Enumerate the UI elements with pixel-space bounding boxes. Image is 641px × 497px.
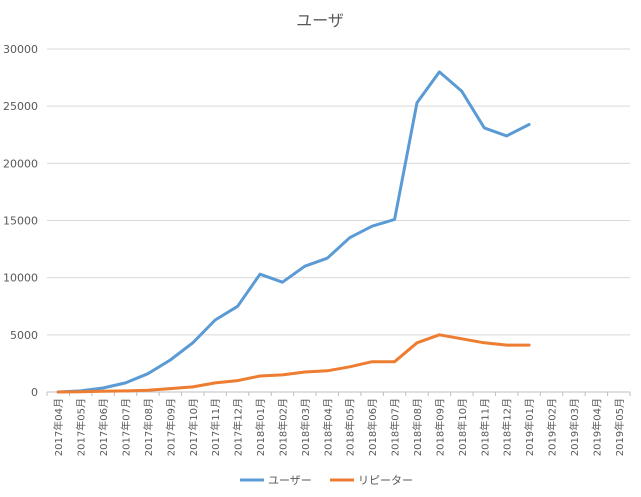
series-lines (56, 70, 531, 394)
y-tick-label: 25000 (3, 100, 38, 113)
x-tick-label: 2018年06月 (366, 398, 379, 456)
gridlines (47, 48, 630, 393)
legend-label: ユーザー (268, 474, 312, 487)
y-tick-label: 30000 (3, 43, 38, 56)
x-tick-label: 2017年07月 (119, 398, 132, 456)
x-tick-label: 2018年12月 (501, 398, 514, 456)
series-line-0 (56, 70, 531, 394)
y-axis-ticks: 0 5000 10000 15000 20000 25000 30000 (3, 43, 38, 399)
x-tick-label: 2017年12月 (232, 398, 245, 456)
x-tick-label: 2017年05月 (75, 398, 88, 456)
x-tick-label: 2019年03月 (568, 398, 581, 456)
x-tick-label: 2018年10月 (456, 398, 469, 456)
x-tick-label: 2017年06月 (97, 398, 110, 456)
x-tick-label: 2018年08月 (411, 398, 424, 456)
x-tick-label: 2019年05月 (613, 398, 626, 456)
x-tick-label: 2018年09月 (433, 398, 446, 456)
x-tick-label: 2018年05月 (344, 398, 357, 456)
x-tick-label: 2017年10月 (187, 398, 200, 456)
x-tick-label: 2018年04月 (321, 398, 334, 456)
x-axis-ticks: 2017年04月 2017年05月 2017年06月 2017年07月 2017年08月… (46, 392, 631, 456)
y-tick-label: 20000 (3, 157, 38, 170)
y-tick-label: 0 (31, 386, 38, 399)
x-tick-label: 2017年09月 (164, 398, 177, 456)
x-tick-label: 2019年01月 (523, 398, 536, 456)
x-tick-label: 2018年03月 (299, 398, 312, 456)
chart-title: ユーザ (296, 11, 344, 30)
x-tick-label: 2018年11月 (478, 398, 491, 456)
x-tick-label: 2018年02月 (276, 398, 289, 456)
y-tick-label: 5000 (10, 329, 38, 342)
legend: ユーザー リピーター (240, 474, 413, 487)
x-tick-label: 2017年04月 (52, 398, 65, 456)
x-tick-label: 2018年07月 (389, 398, 402, 456)
y-tick-label: 15000 (3, 215, 38, 228)
x-tick-label: 2018年01月 (254, 398, 267, 456)
legend-label: リピーター (358, 474, 413, 487)
x-tick-label: 2017年11月 (209, 398, 222, 456)
series-line-1 (56, 333, 531, 394)
y-tick-label: 10000 (3, 272, 38, 285)
x-tick-label: 2019年04月 (590, 398, 603, 456)
x-tick-label: 2019年02月 (546, 398, 559, 456)
x-tick-label: 2017年08月 (142, 398, 155, 456)
